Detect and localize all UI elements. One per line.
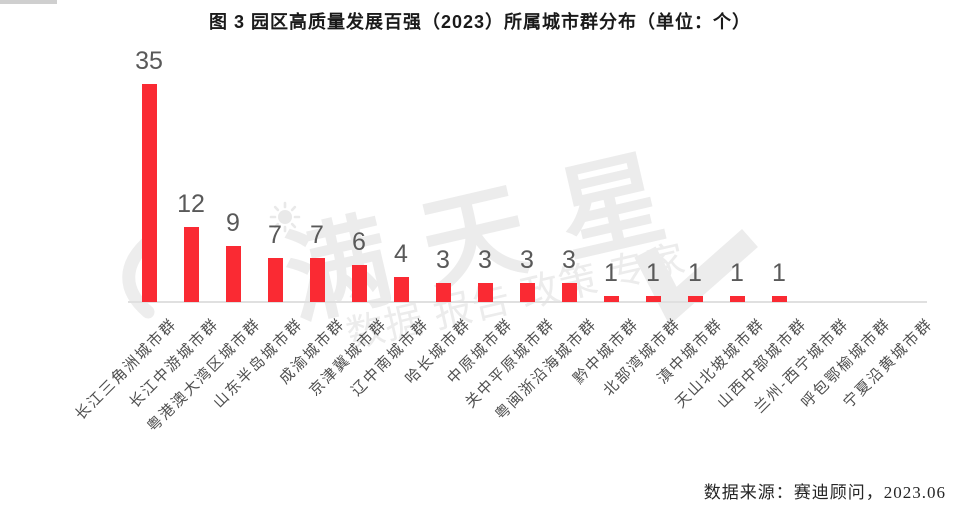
bar xyxy=(687,296,703,302)
bar-value-label: 35 xyxy=(135,47,163,75)
data-source-note: 数据来源：赛迪顾问，2023.06 xyxy=(703,483,946,502)
bar-value-label: 3 xyxy=(520,246,534,274)
bar-value-label: 4 xyxy=(394,240,408,268)
bar xyxy=(645,296,661,302)
bar xyxy=(309,258,325,302)
bar xyxy=(183,227,199,302)
bar xyxy=(225,246,241,302)
bar-value-label: 3 xyxy=(478,246,492,274)
screenshot-edge-artifact xyxy=(0,0,57,4)
bar-value-label: 1 xyxy=(604,259,618,287)
bar xyxy=(267,258,283,302)
bar xyxy=(393,277,409,302)
bar-value-label: 9 xyxy=(226,209,240,237)
bar xyxy=(561,283,577,302)
bar-value-label: 3 xyxy=(436,246,450,274)
bar-value-label: 6 xyxy=(352,228,366,256)
bar xyxy=(477,283,493,302)
chart-title: 图 3 园区高质量发展百强（2023）所属城市群分布（单位：个） xyxy=(208,12,752,32)
bar xyxy=(141,84,157,302)
bar xyxy=(435,283,451,302)
bar xyxy=(519,283,535,302)
bar-value-label: 3 xyxy=(562,246,576,274)
bar xyxy=(729,296,745,302)
bar-value-label: 12 xyxy=(177,190,205,218)
bar-value-label: 7 xyxy=(310,221,324,249)
bar xyxy=(771,296,787,302)
bar xyxy=(603,296,619,302)
bar xyxy=(351,265,367,302)
x-axis-line xyxy=(128,301,927,303)
bar-value-label: 1 xyxy=(772,259,786,287)
